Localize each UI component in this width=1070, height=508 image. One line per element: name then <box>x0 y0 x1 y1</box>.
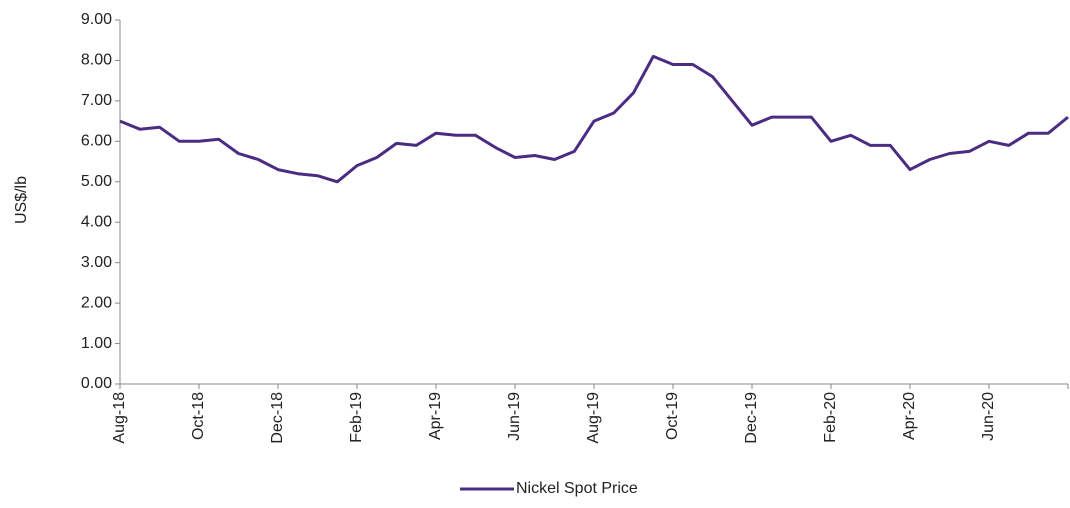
y-tick-label: 8.00 <box>81 52 112 69</box>
x-tick-label: Apr-19 <box>427 392 444 440</box>
x-tick-label: Oct-18 <box>190 392 207 440</box>
y-tick-label: 7.00 <box>81 92 112 109</box>
x-tick-label: Dec-18 <box>269 392 286 444</box>
x-tick-label: Jun-20 <box>980 392 997 441</box>
x-tick-label: Feb-20 <box>822 392 839 443</box>
y-axis-label: US$/lb <box>13 176 30 224</box>
legend-label: Nickel Spot Price <box>516 480 638 497</box>
y-tick-label: 2.00 <box>81 294 112 311</box>
y-tick-label: 6.00 <box>81 133 112 150</box>
y-tick-label: 1.00 <box>81 335 112 352</box>
x-tick-label: Feb-19 <box>348 392 365 443</box>
x-tick-label: Aug-18 <box>111 392 128 444</box>
x-tick-label: Aug-19 <box>585 392 602 444</box>
price-line <box>119 54 1069 184</box>
x-tick-label: Apr-20 <box>901 392 918 440</box>
y-tick-label: 4.00 <box>81 213 112 230</box>
x-tick-label: Jun-19 <box>506 392 523 441</box>
x-tick-label: Oct-19 <box>664 392 681 440</box>
y-tick-label: 5.00 <box>81 173 112 190</box>
y-tick-label: 3.00 <box>81 254 112 271</box>
x-tick-label: Dec-19 <box>743 392 760 444</box>
y-tick-label: 0.00 <box>81 375 112 392</box>
y-tick-label: 9.00 <box>81 11 112 28</box>
